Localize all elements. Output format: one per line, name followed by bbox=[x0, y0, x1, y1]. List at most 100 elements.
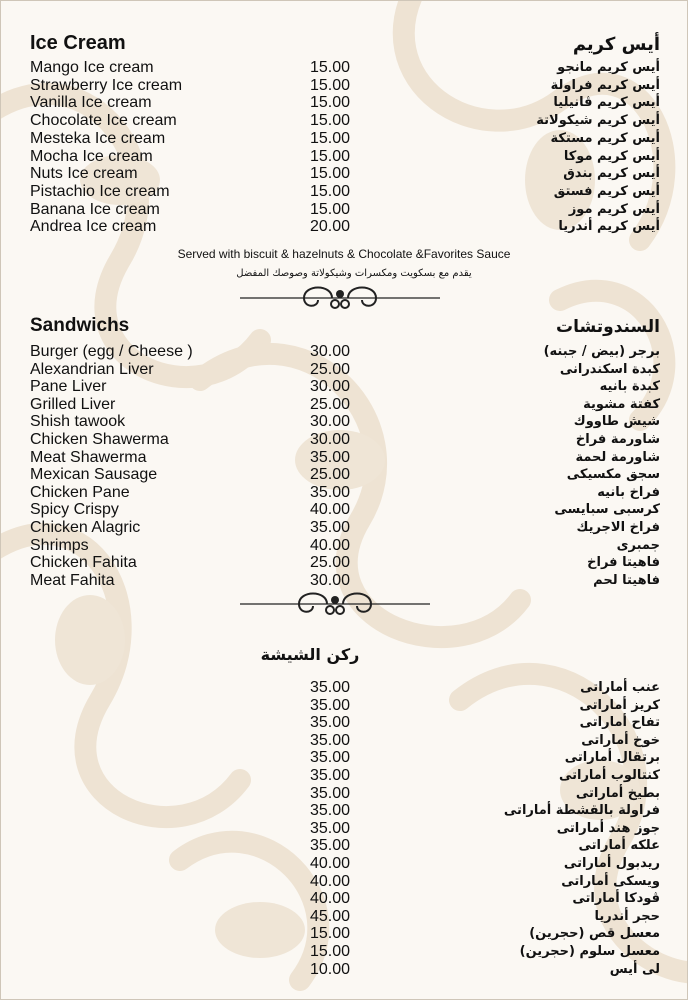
menu-item: Banana Ice cream 15.00 أيس كريم موز bbox=[0, 201, 688, 219]
item-name-ar: كفتة مشوية bbox=[583, 396, 660, 412]
menu-item: 35.00 فراولة بالقشطة أماراتى bbox=[0, 802, 688, 820]
item-price: 20.00 bbox=[310, 218, 351, 236]
menu-item: 40.00 ڤودكا أماراتى bbox=[0, 890, 688, 908]
item-name-ar: أيس كريم فستق bbox=[553, 183, 660, 199]
item-price: 15.00 bbox=[310, 129, 351, 147]
menu-item: Chicken Pane 35.00 فراخ بانيه bbox=[0, 484, 688, 502]
item-name-en: Chicken Pane bbox=[30, 483, 130, 501]
menu-item: Chocolate Ice cream 15.00 أيس كريم شيكولات… bbox=[0, 112, 688, 130]
item-name-en: Nuts Ice cream bbox=[30, 165, 138, 183]
item-name-ar: حجر أندريا bbox=[594, 908, 660, 924]
item-price: 40.00 bbox=[310, 855, 351, 872]
menu-item: Grilled Liver 25.00 كفتة مشوية bbox=[0, 396, 688, 414]
item-name-ar: لى أيس bbox=[609, 961, 660, 977]
item-name-ar: أيس كريم ڤانيليا bbox=[553, 95, 660, 111]
menu-item: Mocha Ice cream 15.00 أيس كريم موكا bbox=[0, 148, 688, 166]
menu-item: Strawberry Ice cream 15.00 أيس كريم فراولة bbox=[0, 77, 688, 95]
item-price: 30.00 bbox=[310, 343, 351, 360]
item-price: 40.00 bbox=[310, 890, 351, 908]
item-price: 15.00 bbox=[310, 94, 351, 112]
item-price: 15.00 bbox=[310, 147, 351, 165]
menu-item: Meat Shawerma 35.00 شاورمة لحمة bbox=[0, 449, 688, 467]
ice-cream-title-en: Ice Cream bbox=[30, 32, 126, 54]
menu-item: Chicken Shawerma 30.00 شاورمة فراخ bbox=[0, 431, 688, 449]
item-price: 35.00 bbox=[310, 784, 351, 802]
menu-item: Vanilla Ice cream 15.00 أيس كريم ڤانيليا bbox=[0, 94, 688, 112]
sandwiches-title-en: Sandwichs bbox=[30, 315, 130, 336]
item-name-en: Alexandrian Liver bbox=[30, 360, 154, 378]
menu-item: 35.00 خوخ أماراتى bbox=[0, 732, 688, 750]
item-name-en: Strawberry Ice cream bbox=[30, 76, 183, 94]
menu-item: Nuts Ice cream 15.00 أيس كريم بندق bbox=[0, 165, 688, 183]
item-name-en: Chicken Fahita bbox=[30, 554, 137, 572]
item-name-ar: كريز أماراتى bbox=[579, 697, 660, 713]
item-name-ar: كنتالوب أماراتى bbox=[558, 768, 660, 783]
menu-item: Pistachio Ice cream 15.00 أيس كريم فستق bbox=[0, 183, 688, 201]
item-price: 10.00 bbox=[310, 960, 351, 978]
item-name-en: Shish tawook bbox=[30, 413, 126, 431]
item-name-ar: شاورمة فراخ bbox=[575, 432, 660, 447]
item-name-en: Banana Ice cream bbox=[30, 200, 160, 218]
item-name-ar: معسل قص (حجرين) bbox=[529, 926, 660, 942]
item-price: 40.00 bbox=[310, 501, 351, 519]
ornament-divider bbox=[240, 592, 430, 615]
item-price: 35.00 bbox=[310, 448, 351, 466]
menu-item: Andrea Ice cream 20.00 أيس كريم أندريا bbox=[0, 218, 688, 236]
item-price: 15.00 bbox=[310, 112, 351, 130]
item-price: 35.00 bbox=[310, 749, 351, 767]
item-name-ar: فاهيتا فراخ bbox=[587, 555, 660, 571]
item-name-ar: برتقال أماراتى bbox=[564, 750, 660, 766]
item-price: 15.00 bbox=[310, 59, 351, 76]
menu-item: 35.00 جوز هند أماراتى bbox=[0, 820, 688, 838]
item-price: 35.00 bbox=[310, 819, 351, 837]
menu-item: 35.00 برتقال أماراتى bbox=[0, 749, 688, 767]
item-name-en: Vanilla Ice cream bbox=[30, 94, 152, 112]
item-price: 35.00 bbox=[310, 802, 351, 820]
item-name-ar: أيس كريم شيكولاتة bbox=[536, 113, 660, 129]
item-price: 30.00 bbox=[310, 413, 351, 431]
menu-item: 45.00 حجر أندريا bbox=[0, 908, 688, 926]
item-name-en: Chicken Shawerma bbox=[30, 431, 169, 448]
menu-item: 15.00 معسل سلوم (حجرين) bbox=[0, 943, 688, 961]
item-name-ar: سجق مكسيكى bbox=[566, 467, 660, 483]
item-name-ar: أيس كريم موز bbox=[568, 201, 660, 217]
item-price: 25.00 bbox=[310, 466, 351, 484]
menu-item: Shish tawook 30.00 شيش طاووك bbox=[0, 413, 688, 431]
item-price: 35.00 bbox=[310, 679, 351, 696]
ornament-divider bbox=[240, 286, 440, 309]
item-price: 35.00 bbox=[310, 714, 351, 732]
item-price: 15.00 bbox=[310, 943, 351, 960]
item-price: 15.00 bbox=[310, 165, 351, 183]
item-name-ar: شاورمة لحمة bbox=[575, 449, 660, 465]
item-name-ar: فاهيتا لحم bbox=[593, 572, 660, 588]
menu-item: Chicken Fahita 25.00 فاهيتا فراخ bbox=[0, 554, 688, 572]
item-name-en: Andrea Ice cream bbox=[30, 218, 157, 236]
ice-cream-note-en: Served with biscuit & hazelnuts & Chocol… bbox=[177, 247, 511, 261]
item-price: 15.00 bbox=[310, 925, 351, 943]
ice-cream-note-ar: يقدم مع بسكويت ومكسرات وشيكولاتة وصوصك ا… bbox=[236, 268, 472, 279]
item-price: 35.00 bbox=[310, 519, 351, 536]
item-name-en: Mango Ice cream bbox=[30, 59, 154, 76]
item-price: 15.00 bbox=[310, 76, 351, 94]
menu-item: 35.00 علكه أماراتى bbox=[0, 837, 688, 855]
item-name-ar: كبدة بانيه bbox=[599, 379, 660, 395]
item-price: 40.00 bbox=[310, 872, 351, 890]
item-price: 35.00 bbox=[310, 731, 351, 749]
item-name-ar: أيس كريم مستكة bbox=[550, 130, 660, 146]
menu-item: Pane Liver 30.00 كبدة بانيه bbox=[0, 378, 688, 396]
item-name-en: Meat Shawerma bbox=[30, 448, 147, 466]
item-name-en: Shrimps bbox=[30, 536, 89, 554]
item-name-en: Grilled Liver bbox=[30, 395, 116, 413]
menu-item: Chicken Alagric 35.00 فراخ الاجريك bbox=[0, 519, 688, 537]
item-name-en: Spicy Crispy bbox=[30, 501, 119, 519]
menu-item: 35.00 عنب أماراتى bbox=[0, 679, 688, 697]
item-name-ar: أيس كريم مانجو bbox=[557, 60, 660, 75]
menu-item: Burger (egg / Cheese ) 30.00 برجر (بيض / ج… bbox=[0, 343, 688, 361]
menu-item: Meat Fahita 30.00 فاهيتا لحم bbox=[0, 572, 688, 590]
item-name-en: Chicken Alagric bbox=[30, 519, 141, 536]
item-name-ar: أيس كريم أندريا bbox=[558, 219, 660, 235]
menu-item: 40.00 ريدبول أماراتى bbox=[0, 855, 688, 873]
menu-item: Mango Ice cream 15.00 أيس كريم مانجو bbox=[0, 59, 688, 77]
item-name-en: Chocolate Ice cream bbox=[30, 112, 177, 130]
